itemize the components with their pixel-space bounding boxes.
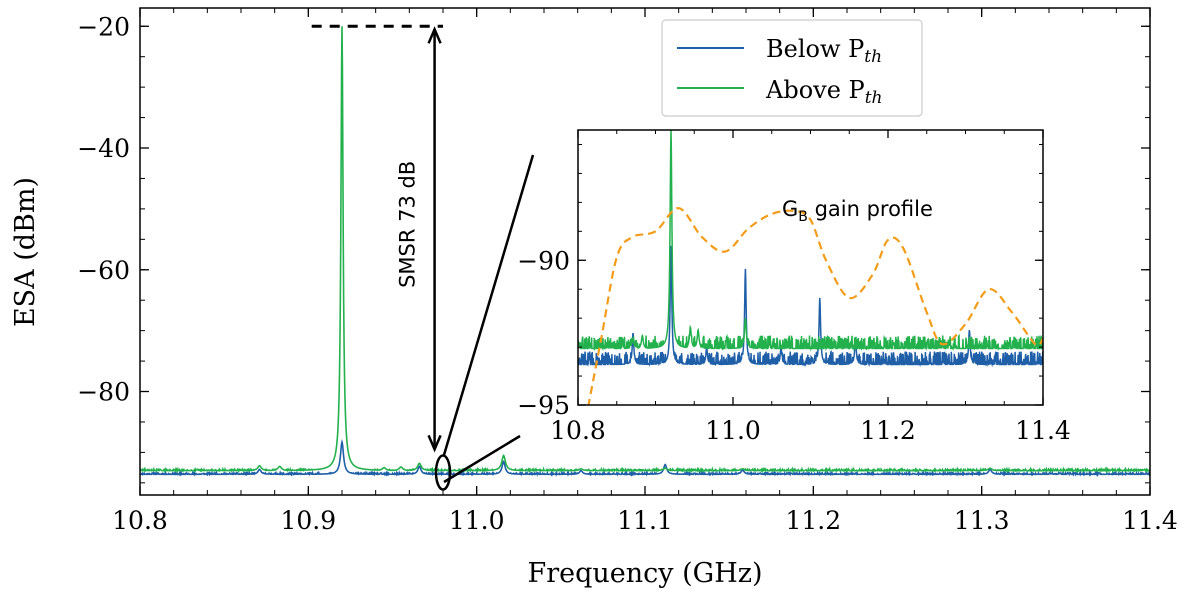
inset-y-tick-label: −95 [517, 391, 570, 420]
y-tick-label: −60 [77, 256, 130, 285]
inset-x-tick-labels: 10.8 11.0 11.2 11.4 [550, 416, 1071, 445]
series-line-below-pth [140, 438, 1150, 478]
main-series-below [140, 438, 1150, 478]
x-tick-label: 11.2 [785, 506, 841, 535]
y-tick-label: −40 [77, 134, 130, 163]
inset-series-line-gain-profile [587, 207, 1043, 405]
main-series-above [140, 26, 1150, 474]
inset-series-line-above-pth [578, 130, 1043, 352]
x-tick-label: 11.3 [954, 506, 1010, 535]
inset-series-above [578, 130, 1043, 352]
x-tick-label: 10.9 [280, 506, 336, 535]
smsr-label: SMSR 73 dB [396, 161, 420, 288]
inset-x-tick-label: 11.0 [705, 416, 761, 445]
legend-label-above: Above Pth [765, 76, 882, 108]
inset-series-below [578, 245, 1043, 368]
inset-series-line-below-pth [578, 245, 1043, 368]
gain-profile-label: GB gain profile [782, 197, 933, 225]
series-line-above-pth [140, 26, 1150, 474]
main-y-tick-labels: −20 −40 −60 −80 [77, 12, 130, 406]
inset-y-tick-labels: −90 −95 [517, 246, 570, 420]
zoom-region-ellipse [434, 454, 452, 491]
smsr-annotation: SMSR 73 dB [311, 24, 535, 491]
inset-x-tick-label: 11.2 [860, 416, 916, 445]
zoom-connector-upper [442, 154, 535, 456]
x-axis-title: Frequency (GHz) [527, 558, 762, 589]
inset-x-tick-label: 11.4 [1015, 416, 1071, 445]
inset-x-tick-label: 10.8 [550, 416, 606, 445]
main-plot: 10.8 10.9 11.0 11.1 11.2 11.3 11.4 −20 −40 −60 −8… [10, 7, 1178, 589]
legend-label-below: Below Pth [766, 35, 882, 67]
zoom-connector-lower [443, 434, 521, 484]
main-ticks [139, 8, 1151, 495]
x-tick-label: 11.0 [449, 506, 505, 535]
x-tick-label: 10.8 [112, 506, 168, 535]
smsr-arrowhead-top [427, 26, 442, 44]
inset-gain-profile [587, 207, 1043, 405]
main-x-tick-labels: 10.8 10.9 11.0 11.1 11.2 11.3 11.4 [112, 506, 1178, 535]
y-axis-title: ESA (dBm) [10, 177, 41, 327]
y-tick-label: −20 [77, 12, 130, 41]
inset-plot: 10.8 11.0 11.2 11.4 −90 −95 GB gain profile [517, 129, 1071, 445]
y-tick-label: −80 [77, 378, 130, 407]
smsr-arrowhead-bottom [427, 434, 442, 453]
inset-y-tick-label: −90 [517, 246, 570, 275]
legend-frame [661, 19, 923, 117]
x-tick-label: 11.1 [617, 506, 673, 535]
x-tick-label: 11.4 [1122, 506, 1178, 535]
legend: Below Pth Above Pth [661, 19, 923, 117]
inset-ticks [577, 130, 1044, 406]
